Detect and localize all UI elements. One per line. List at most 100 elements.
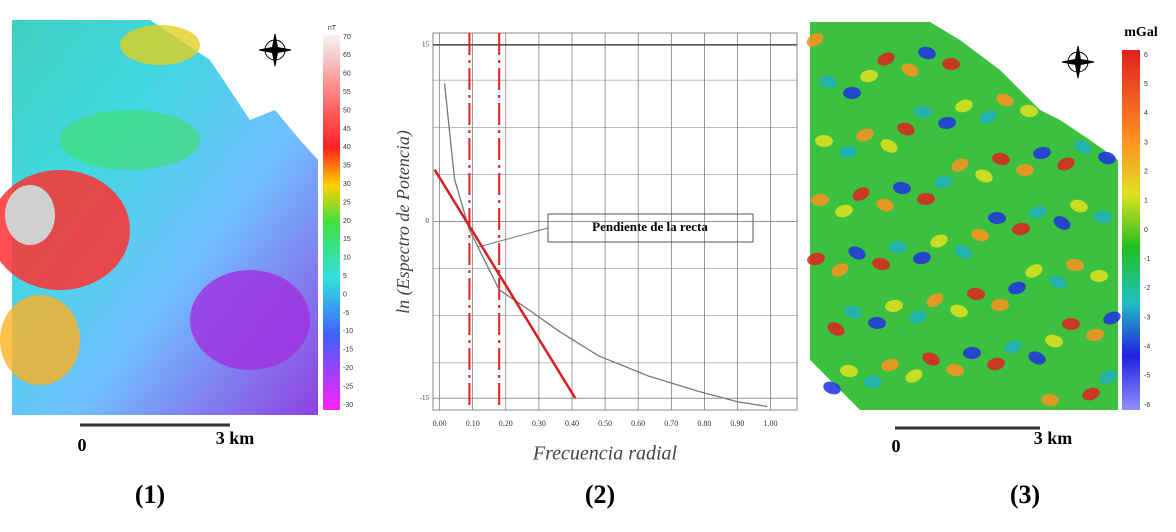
x-tick-label: 0.40: [565, 419, 579, 428]
map-blob: [1049, 275, 1067, 289]
map-blob: [823, 381, 841, 395]
map-blob: [1025, 264, 1043, 278]
map-1: [0, 20, 340, 427]
colorbar-label: -4: [1144, 344, 1150, 351]
map-blob: [975, 169, 993, 183]
map-blob: [843, 86, 861, 100]
map-blob: [926, 293, 944, 307]
map-blob: [901, 63, 919, 77]
map-blob: [1016, 164, 1034, 176]
map-blob: [807, 252, 825, 266]
colorbar-label: 3: [1144, 139, 1148, 146]
colorbar-label: -30: [343, 402, 353, 409]
map-blob: [815, 134, 833, 148]
colorbar-label: 40: [343, 144, 351, 151]
map-blob: [1057, 157, 1075, 171]
map-blob: [950, 304, 968, 318]
map-blob: [918, 46, 936, 60]
map-blob: [827, 322, 845, 336]
scale-label: 0: [78, 435, 87, 455]
x-tick-label: 1.00: [764, 419, 778, 428]
x-tick-label: 0.10: [466, 419, 480, 428]
map-blob: [1074, 140, 1092, 154]
map-blob: [831, 263, 849, 277]
map-blob: [872, 257, 890, 271]
map-blob: [996, 93, 1014, 107]
map-blob: [881, 358, 899, 372]
colorbar-label: 30: [343, 181, 351, 188]
map-blob: [844, 305, 862, 319]
map-blob: [1066, 258, 1084, 272]
x-tick-label: 0.00: [433, 419, 447, 428]
map-blob: [988, 211, 1006, 225]
map-blob: [880, 139, 898, 153]
colorbar-label: -5: [343, 310, 349, 317]
colorbar-label: -10: [343, 328, 353, 335]
map-blob: [1028, 351, 1046, 365]
y-tick-label: 15: [422, 40, 430, 48]
y-tick-label: 0: [426, 217, 430, 225]
colorbar-unit: mGal: [1124, 25, 1158, 40]
series-line: [443, 83, 768, 408]
annotation-arrow: [477, 227, 549, 248]
scale-label: 3 km: [1034, 428, 1073, 448]
map-blob: [979, 110, 997, 124]
map-blob: [893, 181, 911, 195]
map-blob: [1082, 387, 1100, 401]
colorbar-label: 25: [343, 199, 351, 206]
colorbar-unit: nT: [328, 25, 337, 32]
map-blob: [839, 145, 857, 159]
scale-label: 0: [892, 436, 901, 456]
map-blob: [840, 364, 858, 378]
colorbar-label: -6: [1144, 402, 1150, 409]
map-blob: [835, 204, 853, 218]
panel-label: (3): [1010, 480, 1040, 509]
colorbar-label: 20: [343, 218, 351, 225]
map-blob: [877, 52, 895, 66]
map-blob: [1090, 269, 1108, 283]
x-tick-label: 0.50: [598, 419, 612, 428]
map-blob: [955, 99, 973, 113]
colorbar-label: -15: [343, 347, 353, 354]
colorbar-label: 1: [1144, 198, 1148, 205]
x-tick-label: 0.60: [631, 419, 645, 428]
map-blob: [1070, 199, 1088, 213]
colorbar-label: 50: [343, 107, 351, 114]
map-blob: [963, 346, 981, 360]
map-blob: [1099, 370, 1117, 384]
map-blob: [885, 299, 903, 313]
map-blob: [938, 116, 956, 130]
scale-label: 3 km: [216, 428, 255, 448]
map-blob: [917, 192, 935, 206]
map-blob: [811, 193, 829, 207]
x-axis-label: Frecuencia radial: [532, 443, 678, 465]
map-blob: [1098, 151, 1116, 165]
map-blob: [987, 357, 1005, 371]
x-tick-label: 0.90: [730, 419, 744, 428]
colorbar-label: 2: [1144, 169, 1148, 176]
colorbar-label: 60: [343, 71, 351, 78]
map-blob: [934, 175, 952, 189]
map-blob: [1041, 393, 1059, 407]
map-3: [806, 22, 1140, 430]
series-line: [433, 169, 577, 399]
colorbar-label: 10: [343, 255, 351, 262]
map-blob: [946, 363, 964, 377]
colorbar-label: 55: [343, 89, 351, 96]
map-blob: [905, 369, 923, 383]
map-blob: [1008, 281, 1026, 295]
map-blob: [806, 33, 824, 47]
x-tick-label: 0.30: [532, 419, 546, 428]
panel-label: (2): [585, 480, 615, 509]
x-tick-label: 0.70: [664, 419, 678, 428]
map-blob: [951, 158, 969, 172]
colorbar-label: 0: [343, 291, 347, 298]
map-blob: [876, 198, 894, 212]
panel-label: (1): [135, 480, 165, 509]
colorbar-label: -5: [1144, 373, 1150, 380]
colorbar-label: -3: [1144, 314, 1150, 321]
annotation-box: [547, 213, 754, 243]
map-blob: [856, 128, 874, 142]
y-axis-label: ln (Espectro de Potencia): [393, 130, 414, 314]
